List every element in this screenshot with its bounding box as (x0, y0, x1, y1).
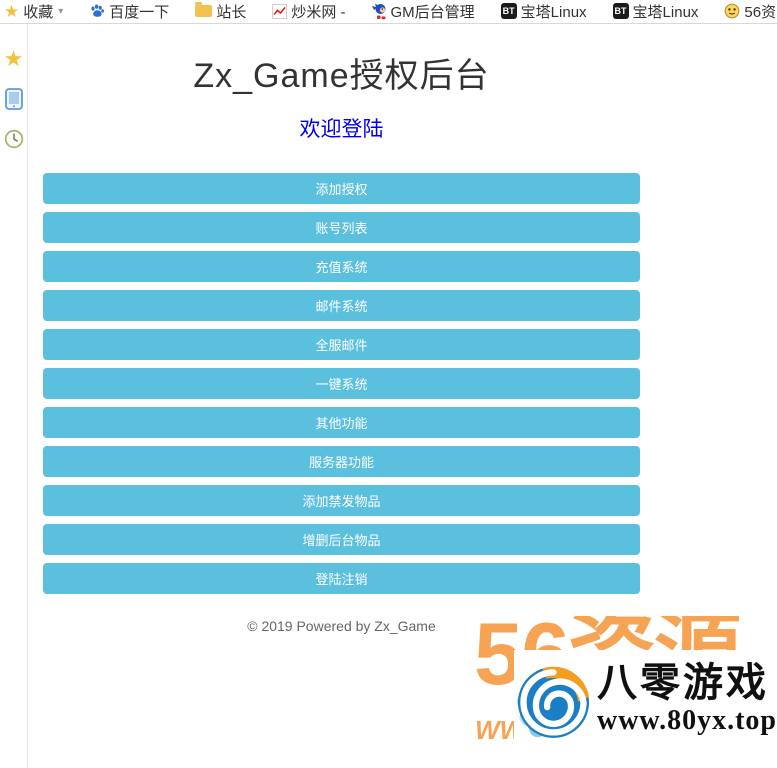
bookmark-label: 收藏 (23, 3, 54, 21)
game-character-icon (371, 3, 385, 19)
menu-button-logout[interactable]: 登陆注销 (43, 563, 640, 594)
menu-button-mail-system[interactable]: 邮件系统 (43, 290, 640, 321)
clock-icon (4, 129, 23, 149)
main-container: Zx_Game授权后台 欢迎登陆 添加授权 账号列表 充值系统 邮件系统 全服邮… (43, 48, 640, 634)
baidu-paw-icon (91, 4, 105, 17)
device-tablet-button[interactable] (3, 88, 25, 110)
watermark-text-column: 八零游戏 www.80yx.top (597, 663, 777, 737)
menu-button-one-key-system[interactable]: 一键系统 (43, 368, 640, 399)
bookmark-label: GM后台管理 (390, 3, 475, 21)
bookmark-webmaster[interactable]: 站长 (195, 1, 246, 22)
bookmarks-bar: ★ 收藏 ▾ 百度一下 站长 炒米网 - (0, 0, 777, 24)
watermark-site-name: 八零游戏 (596, 661, 769, 705)
menu-button-manage-backend-items[interactable]: 增删后台物品 (43, 524, 640, 555)
bt-panel-icon: BT (500, 3, 517, 19)
browser-viewport: ★ Zx_Game授权后台 欢迎登陆 添加授权 账号列表 (0, 24, 777, 768)
chevron-down-icon: ▾ (58, 5, 64, 17)
page-content: Zx_Game授权后台 欢迎登陆 添加授权 账号列表 充值系统 邮件系统 全服邮… (28, 24, 777, 768)
bookmark-bt-panel-1[interactable]: BT 宝塔Linux (500, 1, 587, 22)
menu-button-server-functions[interactable]: 服务器功能 (43, 446, 640, 477)
bookmark-label: 宝塔Linux (520, 3, 587, 21)
bookmark-gm-admin[interactable]: GM后台管理 (371, 1, 475, 22)
tablet-icon (4, 88, 23, 110)
line-chart-icon (272, 3, 288, 19)
bookmark-label: 炒米网 - (291, 3, 346, 21)
menu-button-account-list[interactable]: 账号列表 (43, 212, 640, 243)
menu-button-list: 添加授权 账号列表 充值系统 邮件系统 全服邮件 一键系统 其他功能 服务器功能… (43, 173, 640, 594)
welcome-login-link[interactable]: 欢迎登陆 (299, 118, 384, 141)
bookmark-label: 站长 (216, 3, 247, 21)
favorites-star-button[interactable]: ★ (3, 48, 25, 70)
page-title: Zx_Game授权后台 (193, 57, 490, 95)
wave-swirl-icon (517, 666, 590, 738)
bookmark-bt-panel-2[interactable]: BT 宝塔Linux (612, 1, 699, 22)
menu-button-server-wide-mail[interactable]: 全服邮件 (43, 329, 640, 360)
menu-button-add-authorization[interactable]: 添加授权 (43, 173, 640, 204)
bookmark-label: 百度一下 (109, 3, 170, 21)
history-clock-button[interactable] (3, 128, 25, 150)
watermark-corner-text: WW (475, 715, 525, 745)
menu-button-add-banned-items[interactable]: 添加禁发物品 (43, 485, 640, 516)
bookmark-label: 宝塔Linux (632, 3, 699, 21)
copyright-text: © 2019 Powered by Zx_Game (247, 618, 436, 634)
bookmark-favorites[interactable]: ★ 收藏 ▾ (4, 1, 63, 22)
bookmark-baidu[interactable]: 百度一下 (89, 1, 169, 22)
folder-icon (195, 2, 213, 17)
bookmark-chaomi[interactable]: 炒米网 - (272, 1, 346, 22)
bt-panel-icon: BT (612, 3, 629, 19)
browser-side-rail: ★ (0, 24, 28, 768)
bookmark-label: 56资 (744, 3, 777, 21)
watermark-site-url: www.80yx.top (596, 705, 777, 736)
menu-button-other-functions[interactable]: 其他功能 (43, 407, 640, 438)
watermark-logo-plaque: 八零游戏 www.80yx.top (514, 650, 777, 750)
menu-button-recharge-system[interactable]: 充值系统 (43, 251, 640, 282)
smiley-face-icon (725, 3, 740, 19)
star-icon: ★ (4, 1, 20, 21)
bookmark-56-site[interactable]: 56资 (724, 1, 776, 22)
welcome-row: 欢迎登陆 (43, 113, 640, 143)
star-icon: ★ (3, 46, 24, 71)
watermark-overlay: 56资源 WW 八零游戏 www.80yx.top (470, 616, 777, 750)
